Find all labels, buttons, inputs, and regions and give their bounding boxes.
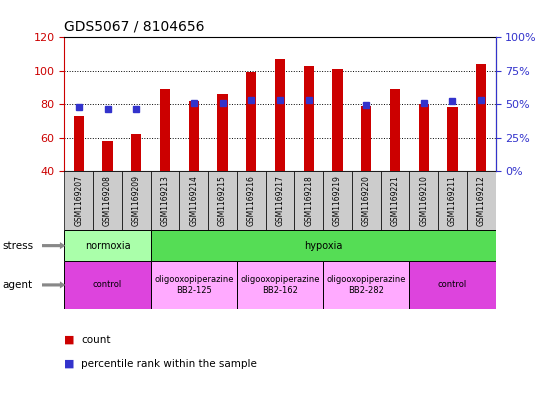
Bar [237,261,323,309]
Bar [323,171,352,230]
Text: GSM1169214: GSM1169214 [189,175,198,226]
Text: agent: agent [3,280,33,290]
Text: control: control [438,281,467,289]
Text: oligooxopiperazine
BB2-282: oligooxopiperazine BB2-282 [326,275,406,295]
Text: hypoxia: hypoxia [304,241,342,251]
Bar [409,171,438,230]
Text: GSM1169219: GSM1169219 [333,175,342,226]
Bar [64,261,151,309]
Bar [295,171,323,230]
Bar [93,171,122,230]
Bar [64,230,151,261]
Bar [151,230,496,261]
Bar [409,261,496,309]
Bar [323,261,409,309]
Text: GSM1169215: GSM1169215 [218,175,227,226]
Bar [265,171,295,230]
Bar [217,94,227,171]
Text: normoxia: normoxia [85,241,130,251]
Text: GSM1169218: GSM1169218 [304,175,313,226]
Bar [102,141,113,171]
Bar [160,89,170,171]
Bar [131,134,141,171]
Text: GSM1169213: GSM1169213 [161,175,170,226]
Text: GSM1169216: GSM1169216 [247,175,256,226]
Bar [189,101,199,171]
Text: ■: ■ [64,335,75,345]
Text: GDS5067 / 8104656: GDS5067 / 8104656 [64,20,205,34]
Text: GSM1169211: GSM1169211 [448,175,457,226]
Bar [438,171,467,230]
Bar [179,171,208,230]
Text: stress: stress [3,241,34,251]
Bar [246,72,256,171]
Text: GSM1169221: GSM1169221 [390,175,399,226]
Text: GSM1169208: GSM1169208 [103,175,112,226]
Bar [151,261,237,309]
Bar [64,171,93,230]
Bar [390,89,400,171]
Bar [352,171,381,230]
Bar [275,59,285,171]
Text: count: count [81,335,111,345]
Bar [151,171,179,230]
Text: oligooxopiperazine
BB2-125: oligooxopiperazine BB2-125 [154,275,234,295]
Bar [122,171,151,230]
Text: control: control [93,281,122,289]
Text: GSM1169209: GSM1169209 [132,175,141,226]
Bar [333,69,343,171]
Text: percentile rank within the sample: percentile rank within the sample [81,358,257,369]
Bar [361,106,371,171]
Bar [74,116,84,171]
Text: GSM1169212: GSM1169212 [477,175,486,226]
Bar [419,104,429,171]
Text: GSM1169207: GSM1169207 [74,175,83,226]
Bar [381,171,409,230]
Bar [208,171,237,230]
Text: GSM1169217: GSM1169217 [276,175,284,226]
Text: ■: ■ [64,358,75,369]
Bar [304,66,314,171]
Text: oligooxopiperazine
BB2-162: oligooxopiperazine BB2-162 [240,275,320,295]
Bar [447,107,458,171]
Bar [476,64,486,171]
Text: GSM1169220: GSM1169220 [362,175,371,226]
Text: GSM1169210: GSM1169210 [419,175,428,226]
Bar [237,171,265,230]
Bar [467,171,496,230]
